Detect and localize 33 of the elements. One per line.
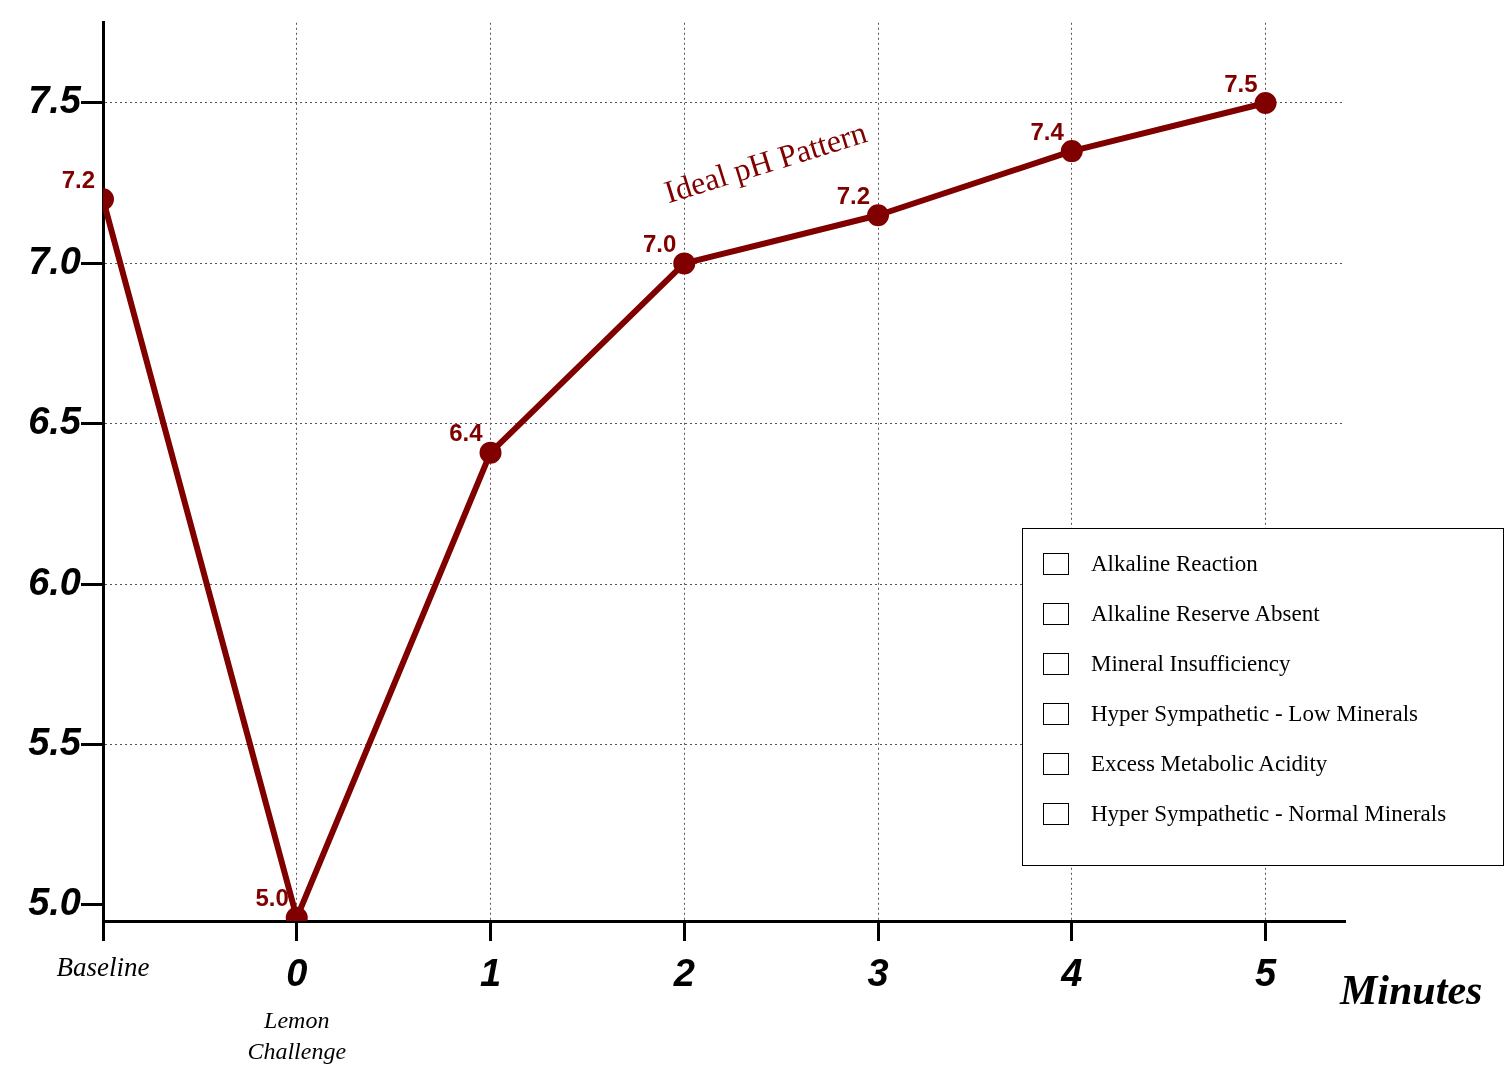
x-tick-label: 5: [1254, 952, 1277, 995]
y-tick-label: 5.5: [28, 721, 82, 764]
annotation: Alkaline Reaction: [1091, 551, 1258, 577]
data-label: 7.2: [836, 181, 871, 209]
y-tick-label: 7.0: [28, 239, 81, 282]
data-label: 6.4: [449, 419, 484, 447]
y-tick-label: 5.0: [28, 881, 81, 924]
annotation: Mineral Insufficiency: [1091, 651, 1291, 677]
x-tick-label: 2: [672, 952, 695, 995]
annotation: Hyper Sympathetic - Normal Minerals: [1091, 801, 1447, 827]
point: [1060, 140, 1083, 163]
x-tick-label: 1: [479, 952, 502, 995]
point: [673, 252, 696, 275]
x-tick-label: Baseline: [56, 952, 150, 983]
x-tick-label: 0: [286, 952, 308, 995]
annotation: Hyper Sympathetic - Low Minerals: [1091, 701, 1419, 727]
y-tick-label: 7.5: [28, 79, 82, 122]
data-label: 7.2: [61, 165, 95, 193]
data-label: 7.0: [642, 230, 677, 258]
data-label: 5.0: [255, 884, 289, 912]
data-label: 7.5: [1224, 69, 1258, 97]
point: [1254, 92, 1277, 114]
data-label: 7.4: [1030, 117, 1065, 145]
annotation: Excess Metabolic Acidity: [1091, 751, 1328, 777]
annotation: Alkaline Reserve Absent: [1091, 601, 1320, 627]
y-tick-label: 6.5: [28, 400, 82, 443]
x-tick-label: 4: [1060, 952, 1083, 995]
x-tick-label: 3: [867, 952, 889, 995]
y-tick-label: 6.0: [28, 560, 81, 603]
text: Lemon Challenge: [246, 1006, 348, 1066]
point: [867, 204, 890, 227]
x-axis-title: Minutes: [1340, 966, 1483, 1014]
point: [479, 441, 502, 464]
